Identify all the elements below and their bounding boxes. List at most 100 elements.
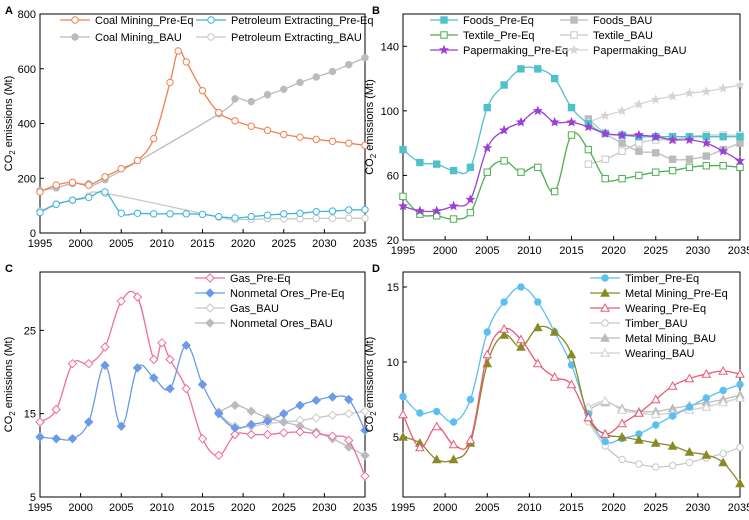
y-tick-label: 15	[24, 409, 36, 421]
data-point	[296, 209, 304, 217]
y-tick-label: 600	[18, 64, 36, 76]
data-point	[685, 403, 694, 411]
y-axis-label: CO2 emissions (Mt)	[3, 76, 17, 172]
data-point	[734, 155, 746, 166]
data-point	[312, 214, 320, 223]
data-point	[735, 478, 745, 488]
x-tick-label: 2000	[68, 238, 92, 250]
legend-item-gas-pre-eq: Gas_Pre-Eq	[195, 273, 291, 285]
data-point	[101, 173, 109, 181]
series-line-gas-bau	[218, 410, 366, 428]
data-point	[327, 431, 338, 441]
legend-marker	[438, 44, 450, 55]
data-point	[635, 139, 643, 147]
legend-label: Gas_BAU	[230, 303, 279, 315]
legend-label: Timber_Pre-Eq	[625, 273, 699, 285]
legend-label: Nonmetal Ores_BAU	[230, 318, 333, 330]
data-point	[117, 209, 125, 217]
data-point	[433, 160, 441, 168]
panel-a: A 1995 2000 2005 2010 2015 2020 2025 2030 2035 0 20…	[3, 5, 377, 250]
legend-label: Gas_Pre-Eq	[230, 273, 291, 285]
legend-marker	[71, 33, 79, 41]
data-point	[736, 443, 744, 452]
data-point	[431, 421, 442, 431]
data-point	[667, 440, 678, 450]
legend-item-nonmetal-ores-bau: Nonmetal Ores_BAU	[195, 318, 333, 330]
data-point	[584, 145, 593, 154]
data-point	[466, 395, 475, 404]
data-point	[263, 91, 272, 99]
series-nonmetal-ores-pre-eq	[35, 340, 370, 444]
series-line-textile-bau	[588, 134, 740, 165]
data-point	[431, 454, 442, 464]
data-point	[650, 94, 661, 104]
data-point	[532, 105, 543, 116]
y-tick-label: 400	[18, 119, 36, 131]
legend-item-metal-mining-bau: Metal Mining_BAU	[590, 332, 716, 345]
panel-c: C 1995 2000 2005 2010 2015 2020 2025 2030 2035 5 15…	[3, 263, 377, 514]
data-point	[68, 178, 77, 187]
series-gas-pre-eq	[35, 290, 370, 481]
data-point	[736, 380, 744, 389]
data-point	[618, 455, 626, 464]
data-point	[466, 163, 475, 172]
series-foods-bau	[584, 115, 744, 163]
legend-item-coal-mining-pre-eq: Coal Mining_Pre-Eq	[60, 15, 193, 27]
data-point	[328, 207, 337, 215]
data-point	[344, 435, 354, 446]
series-line-wearing-pre-eq	[402, 327, 741, 450]
x-tick-label: 1995	[28, 502, 52, 514]
data-point	[735, 392, 745, 402]
data-point	[100, 360, 110, 371]
data-point	[702, 152, 710, 160]
data-point	[617, 431, 627, 441]
x-tick-label: 2030	[312, 238, 336, 250]
legend-marker	[207, 33, 215, 41]
data-point	[230, 429, 240, 440]
x-tick-label: 1995	[28, 238, 52, 250]
data-point	[280, 210, 288, 218]
data-point	[416, 158, 424, 167]
legend-label: Wearing_BAU	[625, 348, 695, 360]
y-axis-label: CO2 emissions (Mt)	[364, 337, 378, 433]
data-point	[344, 394, 354, 405]
data-point	[701, 368, 712, 378]
legend-label: Coal Mining_Pre-Eq	[95, 15, 193, 27]
data-point	[465, 194, 476, 204]
x-tick-label: 2035	[353, 238, 377, 250]
data-point	[617, 404, 627, 414]
series-coal-mining-bau	[36, 54, 369, 195]
data-point	[51, 404, 61, 415]
data-point	[215, 212, 223, 221]
legend-marker	[600, 332, 610, 342]
data-point	[231, 214, 239, 222]
data-point	[566, 379, 577, 389]
data-point	[262, 416, 273, 426]
data-point	[701, 86, 712, 96]
y-tick-label: 15	[387, 282, 399, 294]
data-point	[465, 434, 476, 444]
data-point	[165, 354, 175, 365]
data-point	[414, 205, 425, 216]
data-point	[517, 283, 525, 291]
data-point	[500, 298, 508, 306]
legend-marker	[207, 16, 215, 24]
data-point	[652, 463, 660, 471]
legend-marker	[205, 273, 215, 283]
data-point	[215, 108, 223, 117]
x-tick-label: 2015	[559, 245, 583, 257]
data-point	[397, 200, 409, 211]
legend-label: Textile_Pre-Eq	[463, 30, 535, 42]
data-point	[312, 135, 320, 144]
data-point	[652, 149, 660, 157]
data-point	[361, 206, 369, 214]
data-point	[684, 87, 695, 98]
legend-item-nonmetal-ores-pre-eq: Nonmetal Ores_Pre-Eq	[195, 288, 344, 300]
data-point	[668, 412, 677, 420]
data-point	[448, 439, 459, 449]
series-line-papermaking-bau	[588, 84, 741, 123]
legend-marker	[440, 16, 448, 24]
data-point	[652, 421, 660, 429]
data-point	[198, 210, 207, 219]
y-tick-label: 60	[387, 170, 399, 182]
